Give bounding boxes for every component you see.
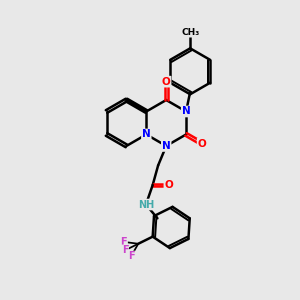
Text: CH₃: CH₃ [181,28,199,37]
Text: O: O [164,180,173,190]
Text: F: F [121,237,127,247]
Text: F: F [128,251,134,261]
Text: F: F [122,245,128,255]
Text: N: N [162,141,171,151]
Text: O: O [162,76,171,87]
Text: N: N [142,130,151,140]
Text: N: N [182,106,190,116]
Text: O: O [198,139,206,149]
Text: NH: NH [138,200,154,209]
